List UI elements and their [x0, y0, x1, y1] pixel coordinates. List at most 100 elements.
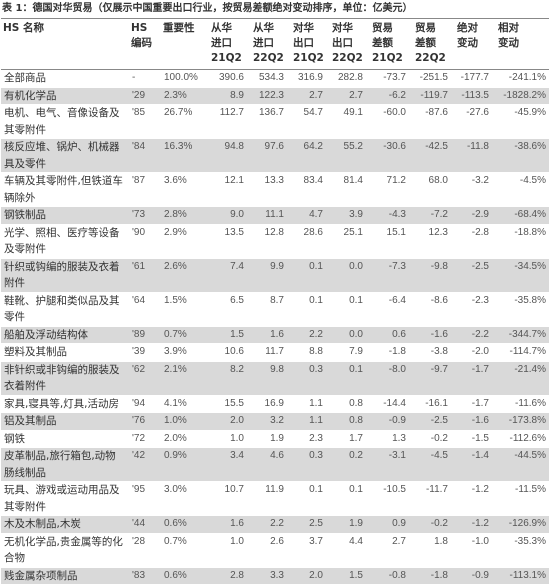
cell: -87.6	[425, 107, 448, 118]
cell: 2.0	[205, 412, 247, 430]
cell: '85	[132, 107, 146, 118]
cell: 12.1	[224, 175, 244, 186]
cell: -16.1	[425, 397, 448, 409]
cell: 2.3	[309, 432, 323, 444]
header-line: 编码	[131, 37, 152, 49]
cell: 9.8	[247, 361, 287, 395]
header-line: 相对	[498, 22, 519, 34]
cell: -2.3	[471, 294, 489, 306]
cell: -1.8	[409, 567, 451, 585]
cell: -60.0	[383, 107, 406, 118]
cell: 6.5	[230, 294, 244, 306]
cell: 2.8	[205, 567, 247, 585]
cell: 68.0	[428, 175, 448, 186]
cell: -68.4%	[492, 206, 549, 224]
column-header: 从华 进口 22Q2	[247, 18, 287, 70]
cell: 2.5	[287, 515, 326, 533]
cell: 15.1	[386, 226, 406, 238]
cell: -2.8	[471, 226, 489, 238]
header-line: 进口	[211, 37, 232, 49]
cell: 15.5	[224, 397, 244, 409]
cell: 0.3	[287, 361, 326, 395]
cell: '42	[129, 447, 161, 482]
cell: '84	[129, 138, 161, 173]
cell: 2.2	[287, 326, 326, 344]
cell: 28.6	[303, 226, 323, 238]
cell: -10.5	[383, 484, 406, 495]
header-line: 贸易	[415, 22, 436, 34]
cell: 9.9	[247, 258, 287, 292]
row-name: 家具,寝具等,灯具,活动房	[4, 397, 120, 410]
cell: -6.2	[366, 87, 409, 105]
header-line: 21Q2	[372, 52, 403, 64]
cell: 0.9%	[161, 447, 205, 482]
row-name: 钢铁制品	[1, 206, 129, 224]
cell: -4.5	[409, 447, 451, 482]
cell: '87	[132, 175, 146, 186]
table-row: 光学、照相、医疗等设备及零附件 '90 2.9% 13.5 12.8 28.6 25.1 15…	[1, 224, 549, 258]
cell: 2.3%	[161, 87, 205, 105]
cell: '61	[129, 258, 161, 292]
cell: -9.7	[409, 361, 451, 395]
cell: 1.9	[326, 515, 366, 533]
cell: -1828.2%	[492, 87, 549, 105]
cell: 1.0	[230, 432, 244, 444]
cell: -0.2	[409, 515, 451, 533]
cell: 2.7	[392, 535, 406, 547]
cell: 3.6%	[164, 175, 187, 186]
cell: 2.7	[326, 87, 366, 105]
cell: -241.1%	[508, 72, 546, 83]
cell: 1.1	[287, 412, 326, 430]
header-line: 进口	[253, 37, 274, 49]
cell: 10.7	[224, 484, 244, 495]
cell: 12.3	[428, 226, 448, 238]
cell: 8.2	[205, 361, 247, 395]
cell: -11.5%	[515, 484, 546, 495]
cell: -73.7	[383, 72, 406, 83]
table-row: 全部商品 - 100.0% 390.6 534.3 316.9 282.8 -73.7 -251…	[1, 70, 549, 87]
cell: 0.1	[309, 294, 323, 306]
cell: 1.0	[230, 535, 244, 547]
cell: 1.7	[349, 432, 363, 444]
row-name: 有机化学品	[1, 87, 129, 105]
cell: -7.3	[366, 258, 409, 292]
cell: -126.9%	[492, 515, 549, 533]
cell: 112.7	[219, 107, 244, 118]
cell: 4.7	[287, 206, 326, 224]
table-row: 钢铁 '72 2.0% 1.0 1.9 2.3 1.7 1.3 -0.2 -1.5 -112.6%	[1, 430, 549, 448]
cell: -21.4%	[492, 361, 549, 395]
cell: -42.5	[409, 138, 451, 173]
cell: 81.4	[343, 175, 363, 186]
cell: 64.2	[287, 138, 326, 173]
header-line: 从华	[211, 22, 232, 34]
cell: -177.7	[460, 72, 489, 83]
table-row: 车辆及其零附件,但铁道车辆除外 '87 3.6% 12.1 13.3 83.4 81.4 71…	[1, 173, 549, 207]
cell: -1.4	[451, 447, 492, 482]
cell: 0.1	[287, 258, 326, 292]
cell: -7.2	[409, 206, 451, 224]
table-row: 皮革制品,旅行箱包,动物肠线制品 '42 0.9% 3.4 4.6 0.3 0.2 -3.1-…	[1, 447, 549, 482]
cell: 2.6	[270, 535, 284, 547]
table-row: 核反应堆、锅炉、机械器具及零件 '84 16.3% 94.8 97.6 64.2 55.2-…	[1, 138, 549, 173]
cell: -2.2	[451, 326, 492, 344]
cell: 0.8	[349, 397, 363, 409]
cell: -18.8%	[514, 226, 546, 238]
table-row: 塑料及其制品 '39 3.9% 10.6 11.7 8.8 7.9 -1.8 -3.8 -2.0 -…	[1, 344, 549, 361]
cell: 0.9	[366, 515, 409, 533]
cell: '90	[132, 226, 146, 238]
cell: -8.6	[430, 294, 448, 306]
cell: 2.7	[287, 87, 326, 105]
cell: -2.9	[451, 206, 492, 224]
cell: 3.0%	[164, 484, 187, 495]
row-name: 贱金属杂项制品	[1, 567, 129, 585]
column-header: 从华 进口 21Q2	[205, 18, 247, 70]
cell: 11.9	[265, 484, 284, 495]
cell: -1.2	[451, 515, 492, 533]
table-row: 木及木制品,木炭 '44 0.6% 1.6 2.2 2.5 1.9 0.9 -0.2 -1.2 -1…	[1, 515, 549, 533]
cell: 0.1	[326, 361, 366, 395]
row-name: 电机、电气、音像设备及其零附件	[4, 107, 120, 136]
trade-table: HS 名称 HS 编码 重要性 从华 进口 21Q2 从华 进口 22Q2 对华 出口 21Q2 对华 出口…	[1, 18, 549, 585]
column-header: 贸易 差额 21Q2	[366, 18, 409, 70]
cell: '83	[129, 567, 161, 585]
